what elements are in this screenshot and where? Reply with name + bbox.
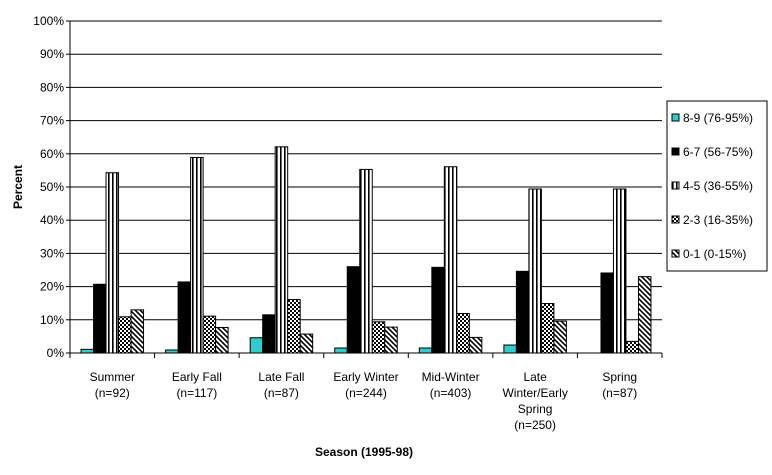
bar [105,172,120,354]
y-tick-label: 20% [40,280,64,294]
y-tick-label: 40% [40,213,64,227]
category-label: Late Winter/Early Spring (n=250) [502,370,567,432]
y-tick-label: 50% [40,180,64,194]
bar [299,333,314,354]
category-label: Late Fall (n=87) [258,370,304,400]
bar [118,316,132,354]
category-label-line: Late [523,370,547,384]
legend-swatch [671,181,680,190]
legend-label: 4-5 (36-55%) [683,179,753,193]
legend-label: 2-3 (16-35%) [683,213,753,227]
category-label-line: Early Winter [333,370,398,384]
category-label-line: (n=87) [264,386,299,400]
legend-swatch [671,249,680,258]
bar [80,348,95,354]
y-axis-title: Percent [11,165,25,209]
category-label-line: Spring [518,402,553,416]
y-tick-label: 70% [40,114,64,128]
y-tick-label: 30% [40,246,64,260]
bar [346,266,361,354]
bar [468,336,483,354]
bar [274,146,289,354]
category-label-line: Early Fall [172,370,222,384]
legend-swatch [671,113,680,122]
bar [600,272,614,354]
category-label-line: Mid-Winter [422,370,480,384]
bar [443,166,458,354]
bar [384,326,398,354]
y-tick-label: 60% [40,147,64,161]
y-tick-label: 100% [33,14,64,28]
category-label-line: (n=117) [176,386,217,400]
category-label-line: (n=92) [95,386,130,400]
legend-box [666,100,768,272]
y-tick-label: 80% [40,80,64,94]
category-label: Early Fall (n=117) [172,370,222,400]
category-label: Spring (n=87) [602,370,637,400]
category-label: Mid-Winter (n=403) [422,370,480,400]
category-labels: Summer (n=92) Early Fall (n=117) Late Fall (n… [90,370,638,432]
bar [612,188,627,354]
bar [625,340,639,354]
y-tick-label: 0% [47,346,65,360]
category-label: Summer (n=92) [90,370,135,400]
bar [130,309,145,354]
category-label-line: (n=250) [514,418,556,432]
bar [359,168,373,354]
bar [515,270,530,354]
axes [69,21,663,358]
bar [93,283,107,354]
bar [431,266,445,354]
category-label: Early Winter (n=244) [333,370,398,400]
bar [503,344,517,354]
legend-swatch [671,215,680,224]
y-tick-labels: 0% 10% 20% 30% 40% 50% 60% 70% 80% 90% 100% [33,14,64,360]
x-axis-title: Season (1995-98) [315,445,413,459]
category-label-line: Winter/Early [502,386,567,400]
y-tick-label: 90% [40,47,64,61]
bar [262,314,276,354]
y-tick-label: 10% [40,313,64,327]
legend: 8-9 (76-95%) 6-7 (56-75%) 4-5 (36-55%) 2-3 … [666,100,768,272]
category-label-line: Summer [90,370,135,384]
category-label-line: Spring [602,370,637,384]
bar [287,299,301,354]
category-label-line: (n=244) [345,386,387,400]
bar [528,188,542,354]
bar [540,303,555,354]
bar [177,281,192,354]
category-label-line: (n=403) [430,386,472,400]
legend-label: 0-1 (0-15%) [683,247,746,261]
bar [456,312,470,354]
bar [334,347,348,354]
legend-swatch [671,147,680,156]
bars [80,146,652,354]
legend-label: 8-9 (76-95%) [683,111,753,125]
bar [553,320,567,354]
bar [215,326,229,354]
bar [190,156,204,354]
bar [249,337,264,354]
bar [637,276,652,354]
legend-label: 6-7 (56-75%) [683,145,753,159]
bar [418,347,433,354]
category-label-line: Late Fall [258,370,304,384]
bar [371,321,386,354]
bar [202,315,217,354]
category-label-line: (n=87) [602,386,637,400]
